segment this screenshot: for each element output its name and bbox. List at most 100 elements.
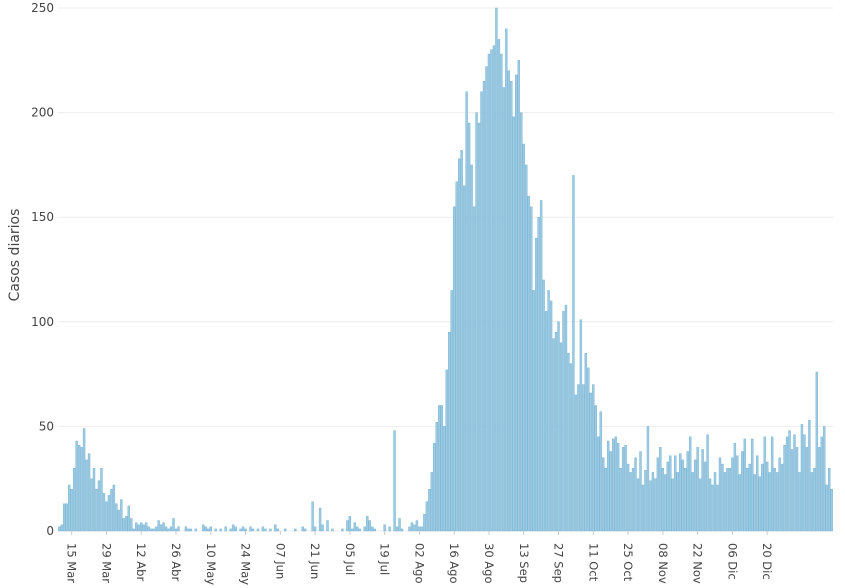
bar: [693, 459, 697, 532]
bar: [619, 468, 622, 532]
y-tick-label: 250: [31, 1, 54, 15]
bar: [741, 451, 744, 532]
bar: [485, 66, 488, 532]
bar: [746, 468, 749, 532]
bar: [726, 468, 729, 532]
bar: [823, 426, 826, 532]
bar: [547, 290, 550, 532]
bar: [326, 520, 329, 532]
bar: [234, 526, 237, 532]
x-tick-label: 13 Sep: [517, 543, 531, 583]
bar: [169, 526, 173, 532]
bar: [115, 503, 118, 532]
bar: [649, 480, 652, 532]
bar: [795, 447, 799, 532]
bar: [214, 528, 217, 532]
x-tick-label: 22 Nov: [691, 543, 705, 584]
bar: [621, 447, 625, 532]
bar: [708, 478, 712, 532]
bar: [728, 468, 732, 532]
bar: [418, 526, 421, 532]
bar: [788, 430, 791, 532]
bar: [554, 332, 558, 532]
bar: [813, 468, 816, 532]
x-tick-label: 15 Mar: [65, 543, 79, 583]
bar: [507, 70, 511, 532]
bar: [63, 503, 66, 532]
bar: [517, 60, 520, 532]
bar: [100, 468, 103, 532]
bar: [408, 526, 411, 532]
bar: [763, 436, 766, 532]
bar: [75, 440, 78, 532]
bar: [646, 426, 650, 532]
x-tick-label: 05 Jul: [343, 543, 357, 575]
bar: [669, 455, 672, 532]
bar: [778, 457, 781, 532]
bar: [798, 472, 801, 532]
bar: [157, 520, 160, 532]
bar: [174, 528, 178, 532]
bar: [736, 455, 739, 532]
bar: [95, 488, 98, 532]
x-tick-label: 27 Sep: [552, 543, 566, 583]
y-tick-label: 200: [31, 106, 54, 120]
bar: [112, 484, 116, 532]
bar: [537, 216, 540, 532]
bar: [549, 300, 553, 532]
bar: [544, 311, 548, 532]
bar: [775, 472, 779, 532]
bar: [313, 526, 317, 532]
bar: [204, 526, 207, 532]
bar: [830, 488, 833, 532]
bar: [154, 526, 158, 532]
bar: [614, 436, 617, 532]
bar: [120, 499, 123, 532]
bar: [70, 488, 73, 532]
bar: [765, 461, 769, 532]
y-tick-label: 0: [46, 524, 54, 538]
bar: [770, 436, 774, 532]
bar: [460, 150, 463, 532]
bar: [815, 371, 819, 532]
bar: [582, 384, 585, 532]
bar: [92, 468, 96, 532]
bar: [445, 369, 448, 532]
bar: [604, 468, 607, 532]
bar: [462, 185, 466, 532]
bar: [231, 524, 235, 532]
bar: [435, 422, 438, 532]
bar: [542, 279, 545, 532]
bar: [569, 363, 573, 532]
bar: [383, 524, 386, 532]
bar: [346, 520, 349, 532]
y-axis-ticks: 0 50 100 150 200 250: [31, 1, 54, 538]
bar: [159, 524, 163, 532]
bar: [475, 112, 478, 532]
bar: [664, 474, 667, 532]
bar: [492, 45, 496, 532]
bar: [219, 528, 222, 532]
bar: [455, 181, 458, 532]
bars: [58, 7, 833, 532]
bar: [500, 53, 503, 532]
bar: [311, 501, 314, 532]
bar: [567, 352, 570, 532]
bar: [564, 304, 568, 532]
bar: [87, 453, 91, 532]
bar: [318, 507, 322, 532]
bar: [348, 516, 352, 532]
bar: [284, 528, 287, 532]
bar: [818, 447, 821, 532]
bar: [512, 116, 516, 532]
bar: [224, 526, 227, 532]
bar: [72, 468, 76, 532]
bar: [679, 453, 682, 532]
bar: [127, 505, 130, 532]
bar: [696, 447, 699, 532]
bar: [294, 528, 297, 532]
bar: [703, 461, 707, 532]
bar: [756, 455, 759, 532]
bar: [624, 445, 627, 532]
bar: [574, 394, 578, 532]
